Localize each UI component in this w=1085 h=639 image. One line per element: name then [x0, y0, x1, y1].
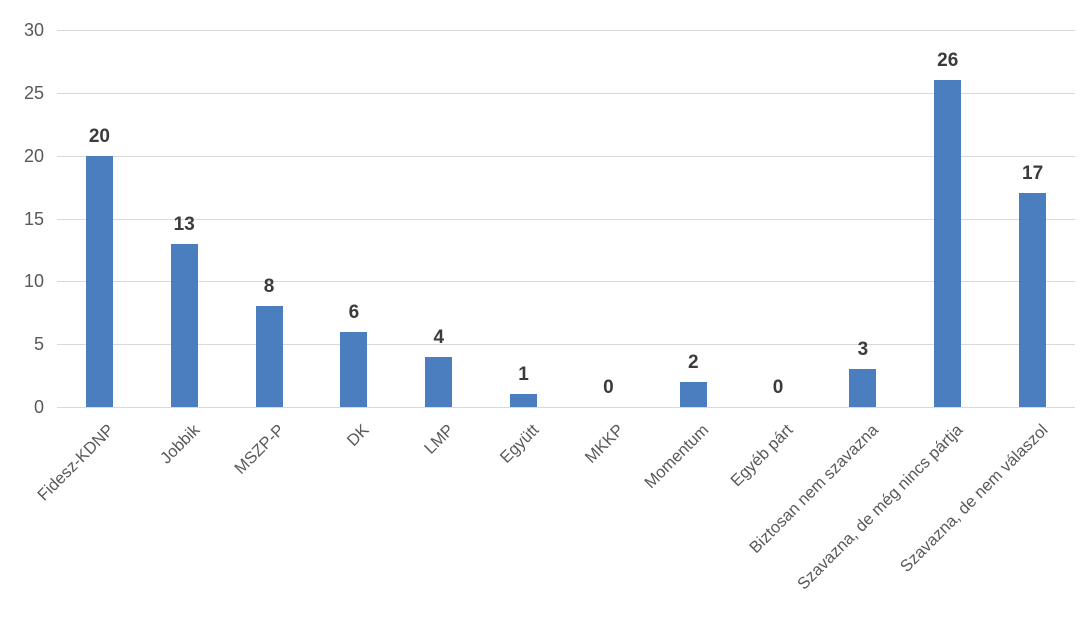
data-label-10: 3	[857, 339, 869, 361]
y-tick-label-30: 30	[23, 20, 44, 40]
gridline-20	[57, 155, 1075, 157]
x-label-3: MSZP-P	[231, 421, 288, 478]
gridline-30	[57, 30, 1075, 31]
y-tick-label-0: 0	[33, 397, 44, 417]
bar-6	[510, 394, 538, 407]
y-tick-label-20: 20	[23, 145, 44, 166]
gridline-25	[57, 92, 1075, 94]
gridline-0	[57, 407, 1075, 408]
data-label-2: 13	[173, 213, 195, 235]
data-label-5: 4	[433, 326, 445, 348]
bar-1	[85, 155, 113, 407]
y-axis: 0 5 10 15 20 25 30	[0, 21, 44, 416]
gridline-5	[57, 344, 1075, 346]
x-label-9: Egyéb párt	[727, 421, 797, 491]
y-tick-label-25: 25	[23, 82, 44, 103]
data-label-12: 17	[1022, 163, 1044, 185]
bar-12	[1019, 193, 1047, 407]
plot-area: 20 13 8 6 4 1 0 2 0 3 26 17	[57, 30, 1075, 408]
x-label-6: Együtt	[496, 421, 543, 467]
data-label-7: 0	[603, 377, 614, 398]
y-tick-label-10: 10	[23, 271, 44, 292]
x-label-5: LMP	[420, 421, 458, 458]
x-label-7: MKKP	[581, 421, 628, 467]
data-label-11: 26	[937, 50, 959, 72]
bar-4	[340, 331, 368, 407]
data-label-1: 20	[88, 125, 110, 147]
bar-11	[934, 80, 962, 407]
x-label-12: Szavazna, de nem válaszol	[896, 421, 1052, 576]
bar-10	[849, 369, 877, 407]
x-label-2: Jobbik	[156, 421, 203, 468]
x-label-4: DK	[343, 421, 373, 450]
data-label-6: 1	[518, 364, 529, 386]
y-tick-label-5: 5	[33, 334, 44, 355]
x-axis: Fidesz-KDNP Jobbik MSZP-P DK LMP Együtt MKKP Mo…	[35, 407, 1075, 639]
bar-3	[255, 306, 283, 407]
y-tick-label-15: 15	[23, 208, 44, 229]
data-label-3: 8	[263, 276, 275, 298]
x-label-11: Szavazna, de még nincs pártja	[794, 421, 967, 594]
data-label-4: 6	[348, 301, 360, 323]
gridline-10	[57, 281, 1075, 283]
data-label-9: 0	[772, 377, 784, 398]
bar-5	[425, 356, 453, 407]
bar-2	[170, 243, 198, 407]
x-label-1: Fidesz-KDNP	[34, 421, 119, 505]
bar-8	[679, 381, 707, 407]
gridline-15	[57, 218, 1075, 220]
x-label-8: Momentum	[640, 421, 712, 493]
data-label-8: 2	[687, 351, 699, 373]
